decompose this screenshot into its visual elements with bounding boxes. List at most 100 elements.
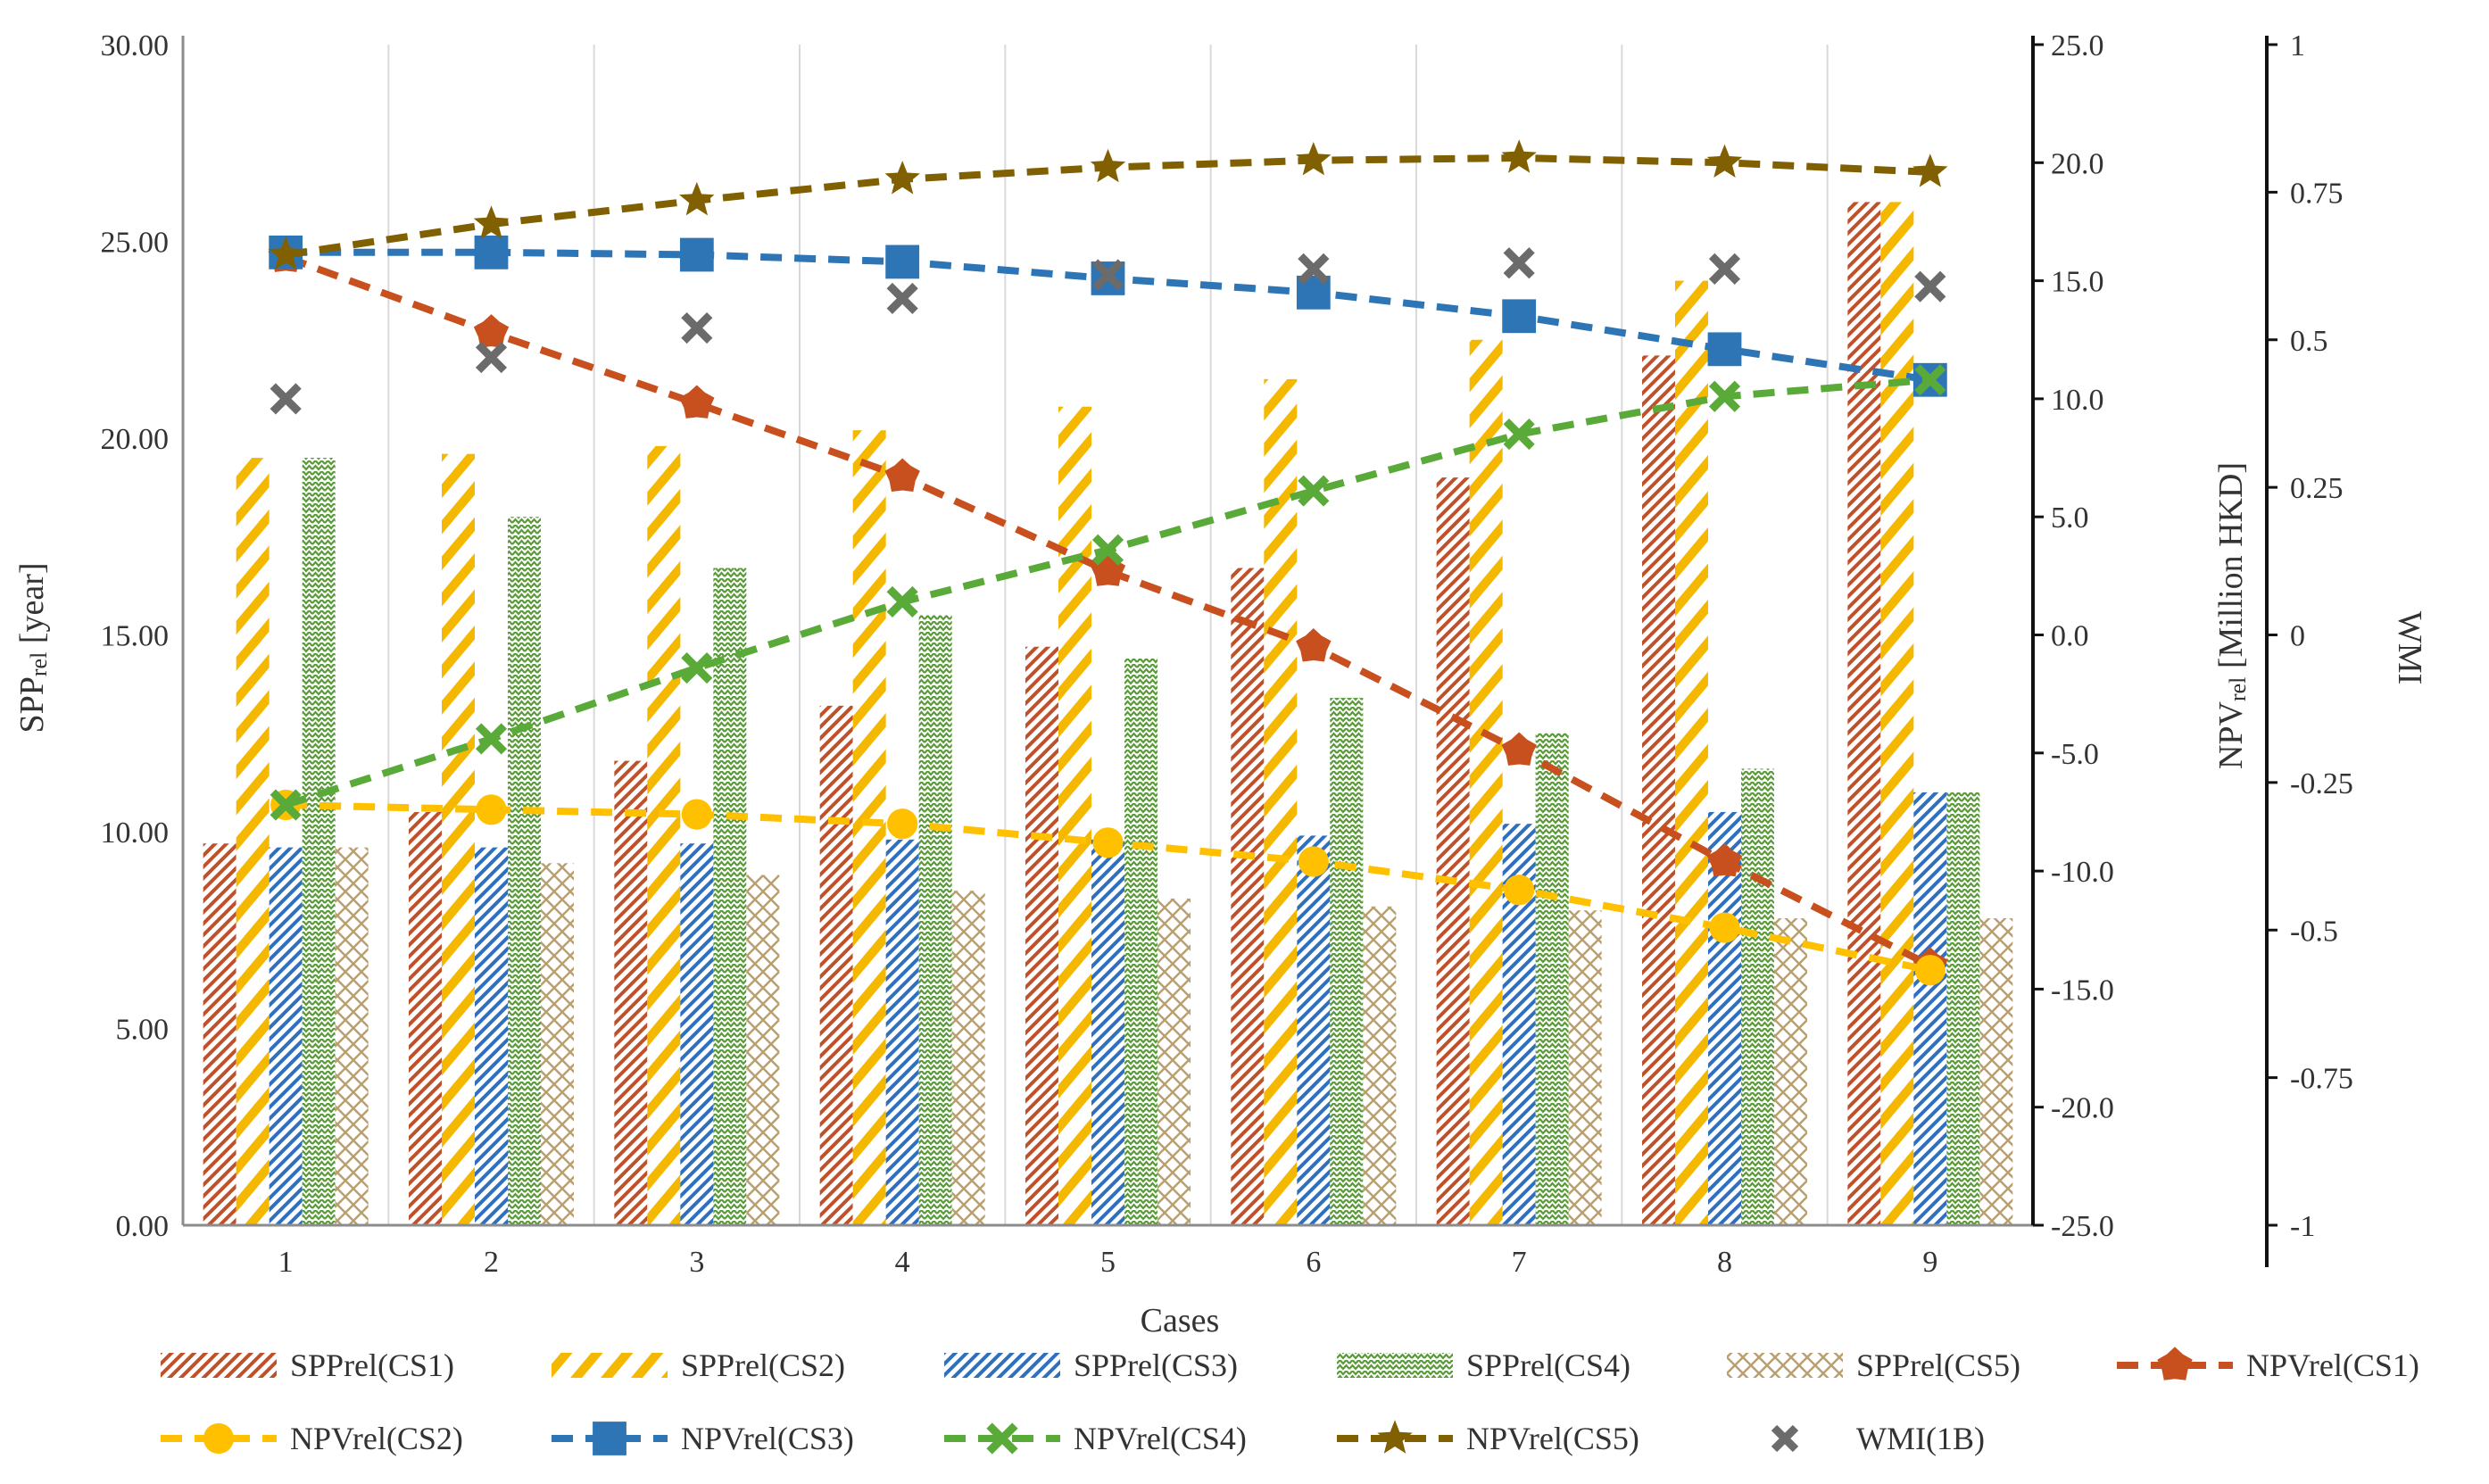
legend-label-SPPrel(CS2): SPPrel(CS2) xyxy=(681,1347,845,1383)
marker-NPVrel(CS1)-case-2 xyxy=(473,314,510,348)
bar-SPPrel(CS3)-case-4 xyxy=(885,839,919,1225)
y-right2-tick-label: -0.75 xyxy=(2290,1063,2353,1096)
marker-NPVrel(CS5)-case-1 xyxy=(268,236,303,270)
bar-SPPrel(CS2)-case-3 xyxy=(647,445,681,1225)
bar-SPPrel(CS2)-case-5 xyxy=(1058,406,1091,1226)
marker-NPVrel(CS1)-case-3 xyxy=(679,385,715,419)
bar-SPPrel(CS5)-case-1 xyxy=(335,847,369,1225)
bar-SPPrel(CS5)-case-2 xyxy=(541,863,574,1225)
marker-NPVrel(CS2)-case-9 xyxy=(1914,955,1946,986)
bar-SPPrel(CS5)-case-7 xyxy=(1568,910,1602,1225)
legend-item-SPPrel(CS3): SPPrel(CS3) xyxy=(944,1347,1238,1383)
y-left-tick-label: 30.00 xyxy=(101,29,170,62)
y-right2-tick-label: 0 xyxy=(2290,620,2305,653)
legend-label-NPVrel(CS1): NPVrel(CS1) xyxy=(2246,1347,2419,1383)
bar-SPPrel(CS5)-case-8 xyxy=(1774,918,1807,1225)
legend-swatch-SPPrel(CS3) xyxy=(944,1353,1060,1378)
bar-SPPrel(CS4)-case-3 xyxy=(713,568,747,1225)
legend-marker-NPVrel(CS4) xyxy=(986,1422,1018,1455)
y-right1-tick-label: 10.0 xyxy=(2051,384,2104,417)
x-tick-label-5: 5 xyxy=(1100,1246,1116,1279)
legend-swatch-SPPrel(CS1) xyxy=(161,1353,277,1378)
marker-NPVrel(CS2)-case-6 xyxy=(1298,846,1329,877)
legend-label-NPVrel(CS2): NPVrel(CS2) xyxy=(290,1421,463,1456)
x-tick-label-1: 1 xyxy=(278,1246,294,1279)
bar-SPPrel(CS1)-case-1 xyxy=(203,843,236,1225)
bar-SPPrel(CS5)-case-4 xyxy=(951,891,985,1225)
legend-label-NPVrel(CS4): NPVrel(CS4) xyxy=(1074,1421,1247,1456)
point-WMI(1B)-case-6 xyxy=(1298,253,1330,285)
x-tick-label-7: 7 xyxy=(1512,1246,1527,1279)
legend-label-SPPrel(CS5): SPPrel(CS5) xyxy=(1856,1347,2020,1383)
legend: SPPrel(CS1) SPPrel(CS2) SPPrel(CS3) SPPrel(… xyxy=(161,1347,2419,1456)
bar-SPPrel(CS2)-case-8 xyxy=(1675,280,1708,1226)
bar-SPPrel(CS5)-case-6 xyxy=(1363,906,1397,1225)
point-WMI(1B)-case-7 xyxy=(1503,247,1535,279)
marker-NPVrel(CS3)-case-8 xyxy=(1707,332,1742,367)
y-left-tick-label: 15.00 xyxy=(101,620,170,653)
bar-SPPrel(CS1)-case-9 xyxy=(1847,202,1881,1225)
bar-SPPrel(CS2)-case-4 xyxy=(852,430,886,1225)
legend-label-SPPrel(CS1): SPPrel(CS1) xyxy=(290,1347,454,1383)
y-right1-axis-title: NPVrel [Million HKD] xyxy=(2212,462,2251,769)
y-right2-tick-label: 1 xyxy=(2290,29,2305,62)
y-right2-tick-label: 0.25 xyxy=(2290,472,2344,505)
marker-NPVrel(CS2)-case-2 xyxy=(476,794,507,825)
bar-SPPrel(CS1)-case-3 xyxy=(614,760,648,1225)
bar-SPPrel(CS2)-case-9 xyxy=(1880,202,1914,1225)
point-WMI(1B)-case-5 xyxy=(1091,259,1124,291)
marker-NPVrel(CS2)-case-4 xyxy=(887,808,918,840)
bar-SPPrel(CS2)-case-7 xyxy=(1469,339,1503,1225)
bar-SPPrel(CS3)-case-2 xyxy=(475,847,508,1225)
axes-group: 0.005.0010.0015.0020.0025.0030.00-25.0-2… xyxy=(101,29,2353,1279)
marker-NPVrel(CS4)-case-6 xyxy=(1298,475,1330,507)
y-left-tick-label: 25.00 xyxy=(101,227,170,260)
x-tick-label-8: 8 xyxy=(1717,1246,1732,1279)
marker-NPVrel(CS3)-case-4 xyxy=(885,245,920,279)
marker-NPVrel(CS3)-case-2 xyxy=(474,235,509,269)
marker-NPVrel(CS5)-case-6 xyxy=(1296,142,1332,176)
bar-SPPrel(CS4)-case-9 xyxy=(1946,792,1980,1225)
y-right1-tick-label: -5.0 xyxy=(2051,738,2099,771)
y-right1-tick-label: -20.0 xyxy=(2051,1092,2114,1125)
bar-SPPrel(CS1)-case-4 xyxy=(819,705,853,1225)
marker-NPVrel(CS4)-case-9 xyxy=(1914,364,1946,396)
marker-NPVrel(CS1)-case-6 xyxy=(1296,628,1332,662)
legend-item-SPPrel(CS5): SPPrel(CS5) xyxy=(1727,1347,2020,1383)
marker-NPVrel(CS4)-case-1 xyxy=(270,789,302,821)
bar-SPPrel(CS3)-case-5 xyxy=(1091,839,1124,1225)
bar-SPPrel(CS2)-case-2 xyxy=(442,453,475,1225)
y-right2-tick-label: -0.5 xyxy=(2290,915,2338,948)
point-WMI(1B)-case-8 xyxy=(1708,253,1741,285)
y-right2-axis-title: WMI xyxy=(2391,611,2428,684)
y-right1-tick-label: -25.0 xyxy=(2051,1210,2114,1243)
marker-NPVrel(CS2)-case-8 xyxy=(1709,912,1740,943)
marker-NPVrel(CS1)-case-7 xyxy=(1501,732,1537,766)
marker-NPVrel(CS4)-case-7 xyxy=(1503,419,1535,451)
bar-SPPrel(CS5)-case-9 xyxy=(1979,918,2013,1225)
legend-label-SPPrel(CS3): SPPrel(CS3) xyxy=(1074,1347,1238,1383)
bar-series-group xyxy=(203,202,2013,1226)
marker-NPVrel(CS4)-case-8 xyxy=(1708,380,1741,412)
marker-NPVrel(CS2)-case-5 xyxy=(1092,827,1124,858)
y-right1-tick-label: 20.0 xyxy=(2051,147,2104,180)
marker-NPVrel(CS4)-case-3 xyxy=(681,651,713,684)
point-WMI(1B)-case-1 xyxy=(270,383,302,415)
y-left-tick-label: 10.00 xyxy=(101,817,170,850)
legend-item-SPPrel(CS2): SPPrel(CS2) xyxy=(552,1347,845,1383)
point-WMI(1B)-case-2 xyxy=(475,342,508,374)
legend-label-NPVrel(CS3): NPVrel(CS3) xyxy=(681,1421,854,1456)
bar-SPPrel(CS3)-case-6 xyxy=(1297,835,1331,1225)
legend-item-NPVrel(CS1): NPVrel(CS1) xyxy=(2117,1347,2419,1383)
y-right1-tick-label: 5.0 xyxy=(2051,502,2089,535)
legend-swatch-SPPrel(CS5) xyxy=(1727,1353,1843,1378)
marker-NPVrel(CS2)-case-3 xyxy=(681,799,712,830)
marker-NPVrel(CS1)-case-4 xyxy=(884,458,920,492)
y-right2-tick-label: 0.5 xyxy=(2290,325,2328,358)
y-left-tick-label: 5.00 xyxy=(116,1014,170,1047)
y-left-axis-title: SPPrel [year] xyxy=(13,562,52,733)
marker-NPVrel(CS5)-case-2 xyxy=(473,205,510,239)
marker-NPVrel(CS5)-case-5 xyxy=(1090,148,1126,183)
x-tick-label-9: 9 xyxy=(1922,1246,1937,1279)
